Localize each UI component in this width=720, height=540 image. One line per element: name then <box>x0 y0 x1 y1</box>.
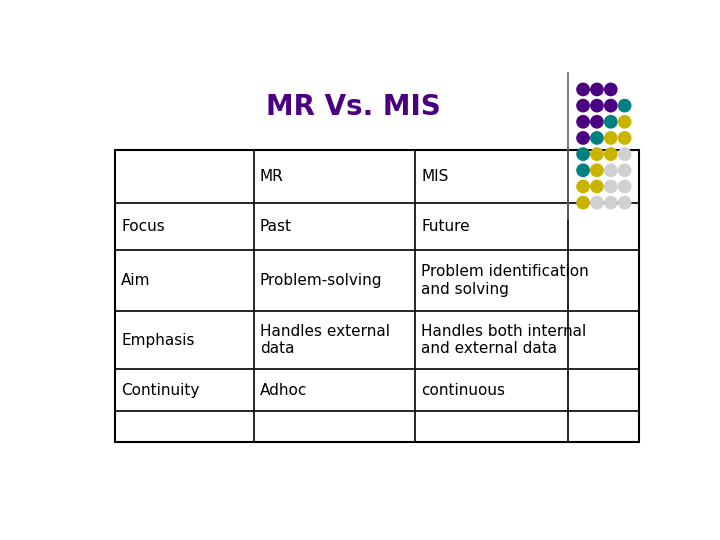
Circle shape <box>590 99 603 112</box>
Circle shape <box>618 180 631 193</box>
Circle shape <box>605 99 617 112</box>
Circle shape <box>577 164 589 177</box>
Text: continuous: continuous <box>421 383 505 397</box>
Text: Problem identification
and solving: Problem identification and solving <box>421 264 589 296</box>
Circle shape <box>590 132 603 144</box>
Bar <box>115 150 639 442</box>
Circle shape <box>577 180 589 193</box>
Circle shape <box>605 132 617 144</box>
Text: Handles external
data: Handles external data <box>260 324 390 356</box>
Circle shape <box>577 148 589 160</box>
Circle shape <box>577 116 589 128</box>
Circle shape <box>577 83 589 96</box>
Circle shape <box>605 197 617 209</box>
Text: Adhoc: Adhoc <box>260 383 307 397</box>
Circle shape <box>618 116 631 128</box>
Text: MR Vs. MIS: MR Vs. MIS <box>266 93 441 121</box>
Text: MIS: MIS <box>421 169 449 184</box>
Text: Handles both internal
and external data: Handles both internal and external data <box>421 324 587 356</box>
Circle shape <box>605 148 617 160</box>
Circle shape <box>590 180 603 193</box>
Circle shape <box>590 83 603 96</box>
Text: MR: MR <box>260 169 284 184</box>
Text: Aim: Aim <box>121 273 150 288</box>
Circle shape <box>577 99 589 112</box>
Circle shape <box>618 132 631 144</box>
Circle shape <box>590 197 603 209</box>
Circle shape <box>605 116 617 128</box>
Circle shape <box>618 148 631 160</box>
Circle shape <box>577 132 589 144</box>
Circle shape <box>605 164 617 177</box>
Circle shape <box>618 197 631 209</box>
Circle shape <box>618 164 631 177</box>
Circle shape <box>605 83 617 96</box>
Text: Past: Past <box>260 219 292 234</box>
Text: Future: Future <box>421 219 470 234</box>
Circle shape <box>590 148 603 160</box>
Circle shape <box>605 180 617 193</box>
Circle shape <box>590 164 603 177</box>
Circle shape <box>618 99 631 112</box>
Text: Emphasis: Emphasis <box>121 333 194 348</box>
Text: Continuity: Continuity <box>121 383 199 397</box>
Circle shape <box>590 116 603 128</box>
Text: Focus: Focus <box>121 219 165 234</box>
Text: Problem-solving: Problem-solving <box>260 273 382 288</box>
Circle shape <box>577 197 589 209</box>
